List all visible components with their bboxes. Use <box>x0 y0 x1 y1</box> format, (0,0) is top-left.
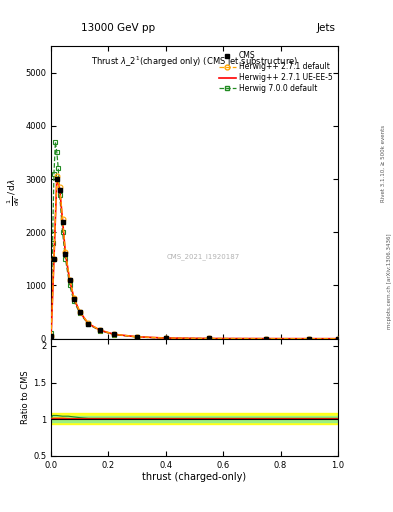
Text: Rivet 3.1.10, ≥ 500k events: Rivet 3.1.10, ≥ 500k events <box>381 125 386 202</box>
Text: Thrust $\lambda\_2^1$(charged only) (CMS jet substructure): Thrust $\lambda\_2^1$(charged only) (CMS… <box>91 55 298 69</box>
Y-axis label: Ratio to CMS: Ratio to CMS <box>21 370 30 424</box>
Legend: CMS, Herwig++ 2.7.1 default, Herwig++ 2.7.1 UE-EE-5, Herwig 7.0.0 default: CMS, Herwig++ 2.7.1 default, Herwig++ 2.… <box>216 48 336 96</box>
Text: mcplots.cern.ch [arXiv:1306.3436]: mcplots.cern.ch [arXiv:1306.3436] <box>387 234 391 329</box>
X-axis label: thrust (charged-only): thrust (charged-only) <box>143 472 246 482</box>
Text: Jets: Jets <box>317 23 336 33</box>
Text: 13000 GeV pp: 13000 GeV pp <box>81 23 155 33</box>
Y-axis label: $\frac{1}{\mathrm{d}N}\,/\,\mathrm{d}\lambda$: $\frac{1}{\mathrm{d}N}\,/\,\mathrm{d}\la… <box>6 178 22 206</box>
Text: CMS_2021_I1920187: CMS_2021_I1920187 <box>167 253 240 260</box>
